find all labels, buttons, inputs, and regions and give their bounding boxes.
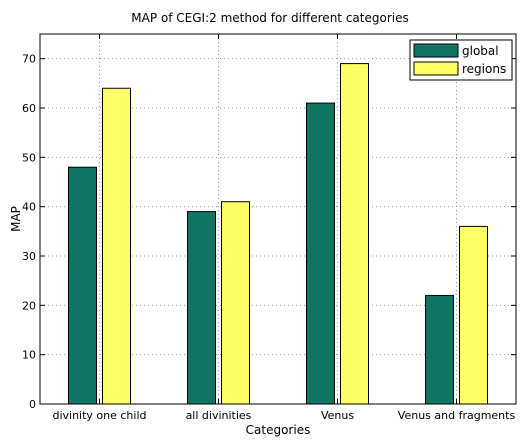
y-axis-ticks: 0 10 20 30 40 50 60 70 [22, 53, 516, 411]
bar-global [187, 211, 216, 405]
x-axis-ticks: divinity one child all divinities Venus Ven… [52, 34, 515, 422]
x-tick-label: divinity one child [52, 409, 146, 422]
bars [68, 63, 488, 405]
y-tick-label: 10 [22, 349, 36, 362]
plot-frame [39, 33, 517, 405]
bar-global [68, 166, 97, 405]
y-tick-label: 70 [22, 53, 36, 66]
x-tick-label: all divinities [186, 409, 252, 422]
x-tick-label: Venus [321, 409, 354, 422]
y-tick-label: 30 [22, 250, 36, 263]
x-axis-label: Categories [246, 423, 311, 437]
legend-label-regions: regions [462, 62, 506, 76]
y-tick-label: 20 [22, 299, 36, 312]
chart-title: MAP of CEGI:2 method for different categ… [131, 11, 408, 25]
legend-label-global: global [462, 44, 499, 58]
bar-regions [102, 87, 131, 405]
bar-regions [221, 201, 250, 405]
legend-swatch-global [413, 43, 459, 58]
y-tick-label: 0 [29, 398, 36, 411]
bar-regions [340, 63, 369, 405]
bar-regions [459, 225, 488, 405]
bar-global [306, 102, 335, 405]
x-tick-label: Venus and fragments [398, 409, 516, 422]
legend-swatch-regions [413, 61, 459, 76]
legend: global regions [409, 39, 513, 81]
y-axis-label: MAP [9, 206, 23, 232]
y-tick-label: 50 [22, 151, 36, 164]
y-tick-label: 60 [22, 102, 36, 115]
y-tick-label: 40 [22, 201, 36, 214]
bar-global [425, 294, 454, 405]
